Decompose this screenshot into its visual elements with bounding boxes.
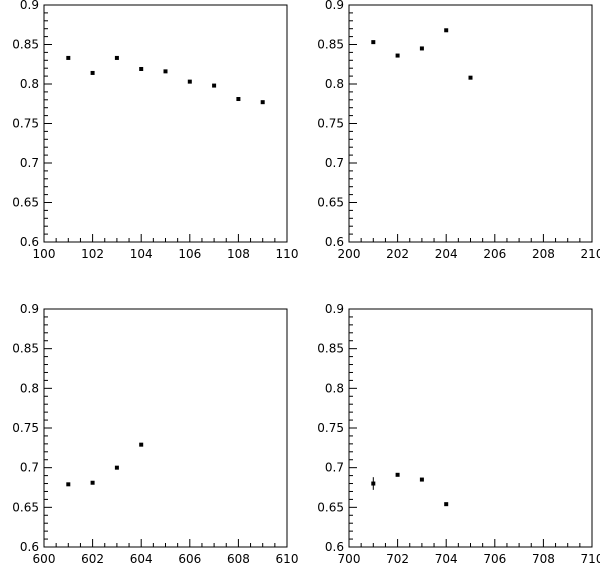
y-tick-label: 0.65 [317, 500, 344, 514]
y-tick-label: 0.75 [12, 421, 39, 435]
y-tick-label: 0.8 [325, 381, 344, 395]
data-point [139, 442, 144, 447]
x-tick-label: 700 [338, 552, 361, 564]
y-tick-label: 0.7 [325, 461, 344, 475]
panel-4: 700 702 704 706 708 710 0.6 0.65 0.7 0.75 0.8 0.85 0… [317, 302, 600, 564]
x-tick-label: 106 [178, 247, 201, 261]
data-point [419, 46, 424, 51]
data-point [139, 66, 144, 71]
y-tick-label: 0.9 [325, 0, 344, 12]
y-tick-label: 0.65 [12, 196, 39, 210]
x-tick-label: 206 [483, 247, 506, 261]
y-tick-label: 0.75 [12, 117, 39, 131]
plot-frame [43, 4, 288, 243]
x-tick-label: 706 [483, 552, 506, 564]
data-point [419, 477, 424, 482]
y-tick-label: 0.8 [20, 381, 39, 395]
x-tick-label: 710 [581, 552, 600, 564]
x-tick-label: 100 [33, 247, 56, 261]
y-tick-label: 0.6 [20, 235, 39, 249]
panel-2: 200 202 204 206 208 210 0.6 0.65 0.7 0.75 0.8 0.85 0… [317, 0, 600, 261]
x-tick-label: 708 [532, 552, 555, 564]
y-tick-label: 0.6 [325, 235, 344, 249]
x-tick-label: 606 [178, 552, 201, 564]
data-point [66, 482, 71, 487]
x-tick-label: 610 [276, 552, 299, 564]
y-tick-label: 0.9 [20, 302, 39, 316]
data-point [444, 28, 449, 33]
x-tick-label: 202 [386, 247, 409, 261]
y-tick-label: 0.85 [12, 342, 39, 356]
y-tick-label: 0.75 [317, 421, 344, 435]
data-point [395, 53, 400, 58]
data-point [395, 472, 400, 477]
x-tick-label: 602 [81, 552, 104, 564]
data-point [371, 481, 376, 486]
x-tick-label: 104 [130, 247, 153, 261]
x-tick-label: 200 [338, 247, 361, 261]
y-tick-label: 0.9 [20, 0, 39, 12]
y-tick-label: 0.7 [20, 461, 39, 475]
y-tick-label: 0.8 [325, 77, 344, 91]
x-tick-label: 210 [581, 247, 600, 261]
plot-frame [348, 308, 593, 548]
x-tick-label: 102 [81, 247, 104, 261]
y-tick-label: 0.85 [12, 38, 39, 52]
data-point [236, 97, 241, 102]
y-tick-label: 0.65 [317, 196, 344, 210]
x-tick-label: 208 [532, 247, 555, 261]
data-point [114, 55, 119, 60]
x-tick-label: 702 [386, 552, 409, 564]
data-point [163, 69, 168, 74]
data-point [90, 70, 95, 75]
y-tick-label: 0.6 [20, 540, 39, 554]
x-tick-label: 704 [435, 552, 458, 564]
data-point [90, 480, 95, 485]
y-tick-label: 0.7 [325, 156, 344, 170]
x-tick-label: 604 [130, 552, 153, 564]
data-point [371, 40, 376, 45]
panel-1: 100 102 104 106 108 110 0.6 0.65 0.7 0.75 0.8 0.85 0… [12, 0, 298, 261]
x-tick-label: 204 [435, 247, 458, 261]
y-tick-label: 0.75 [317, 117, 344, 131]
y-tick-label: 0.6 [325, 540, 344, 554]
x-tick-label: 600 [33, 552, 56, 564]
x-tick-label: 608 [227, 552, 250, 564]
data-point [212, 83, 217, 88]
data-point [187, 79, 192, 84]
data-point [66, 55, 71, 60]
y-tick-label: 0.8 [20, 77, 39, 91]
data-point [114, 465, 119, 470]
x-tick-label: 110 [276, 247, 299, 261]
data-point [260, 100, 265, 105]
y-tick-label: 0.85 [317, 342, 344, 356]
panel-3: 600 602 604 606 608 610 0.6 0.65 0.7 0.75 0.8 0.85 0… [12, 302, 298, 564]
data-point [468, 75, 473, 80]
y-tick-label: 0.65 [12, 500, 39, 514]
y-tick-label: 0.7 [20, 156, 39, 170]
data-point [444, 502, 449, 507]
plot-frame [43, 308, 288, 548]
plot-frame [348, 4, 593, 243]
y-tick-label: 0.85 [317, 38, 344, 52]
y-tick-label: 0.9 [325, 302, 344, 316]
x-tick-label: 108 [227, 247, 250, 261]
